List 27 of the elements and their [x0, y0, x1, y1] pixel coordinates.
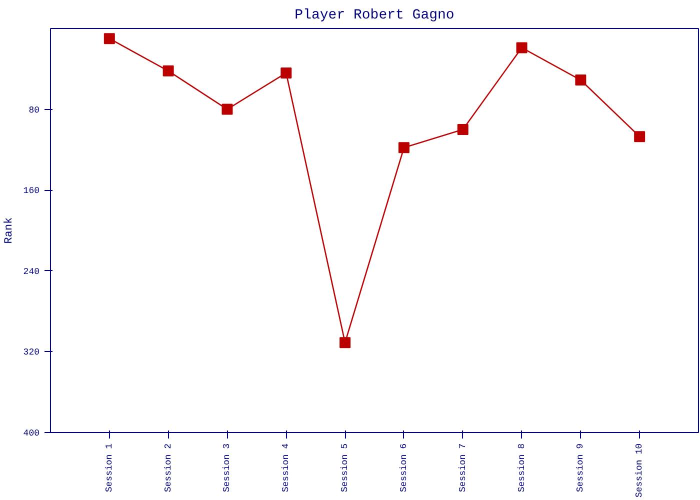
y-tick-label: 80	[28, 105, 40, 116]
x-tick-label: Session 1	[104, 444, 114, 492]
x-tick-label: Session 10	[634, 443, 645, 498]
y-axis-title: Rank	[3, 216, 16, 244]
point	[516, 42, 528, 54]
x-tick-label: Session 4	[281, 444, 292, 492]
point	[457, 124, 468, 135]
point	[104, 33, 115, 44]
point	[222, 104, 233, 115]
y-tick-label: 160	[23, 186, 40, 196]
point	[398, 142, 410, 154]
x-tick-label: Session 6	[398, 444, 409, 492]
x-tick-label: Session 2	[163, 444, 174, 492]
chart-title: Player Robert Gagno	[294, 8, 454, 24]
y-tick-label: 400	[23, 428, 40, 438]
x-tick-label: Session 5	[340, 444, 350, 492]
x-tick-label: Session 7	[458, 444, 468, 492]
point	[162, 65, 174, 76]
x-tick-label: Session 9	[576, 444, 586, 492]
x-tick-label: Session 8	[516, 444, 527, 492]
point	[575, 74, 586, 86]
y-tick-label: 320	[23, 348, 40, 358]
point	[634, 131, 646, 142]
point	[280, 67, 292, 78]
y-tick-label: 240	[23, 266, 40, 277]
x-tick-label: Session 3	[222, 444, 232, 492]
point	[340, 337, 351, 348]
